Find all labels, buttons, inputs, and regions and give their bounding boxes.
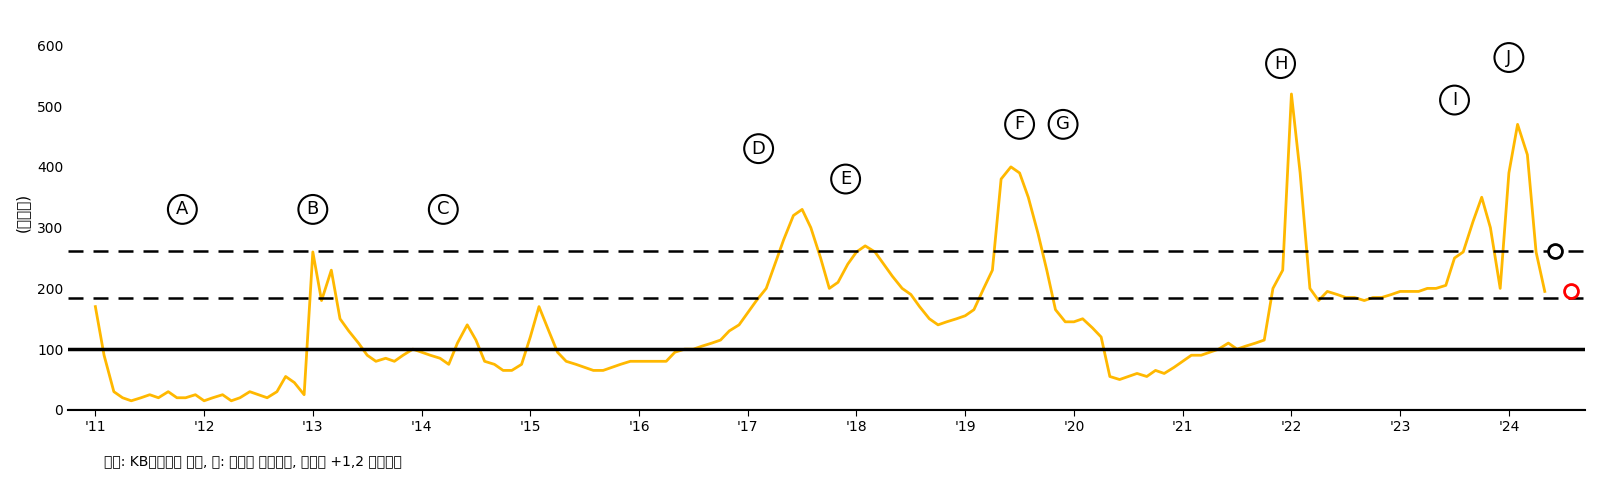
Text: E: E (840, 170, 851, 188)
Text: A: A (176, 200, 189, 218)
Text: 자료: KB국민은행 추정, 주: 실선은 장기평균, 점선은 +1,2 표준편차: 자료: KB국민은행 추정, 주: 실선은 장기평균, 점선은 +1,2 표준편… (104, 455, 402, 468)
Text: G: G (1056, 115, 1070, 133)
Y-axis label: (포인트): (포인트) (14, 193, 30, 232)
Text: H: H (1274, 54, 1288, 73)
Text: D: D (752, 140, 765, 158)
Text: J: J (1506, 49, 1512, 66)
Text: I: I (1451, 91, 1458, 109)
Text: C: C (437, 200, 450, 218)
Text: B: B (307, 200, 318, 218)
Text: F: F (1014, 115, 1024, 133)
